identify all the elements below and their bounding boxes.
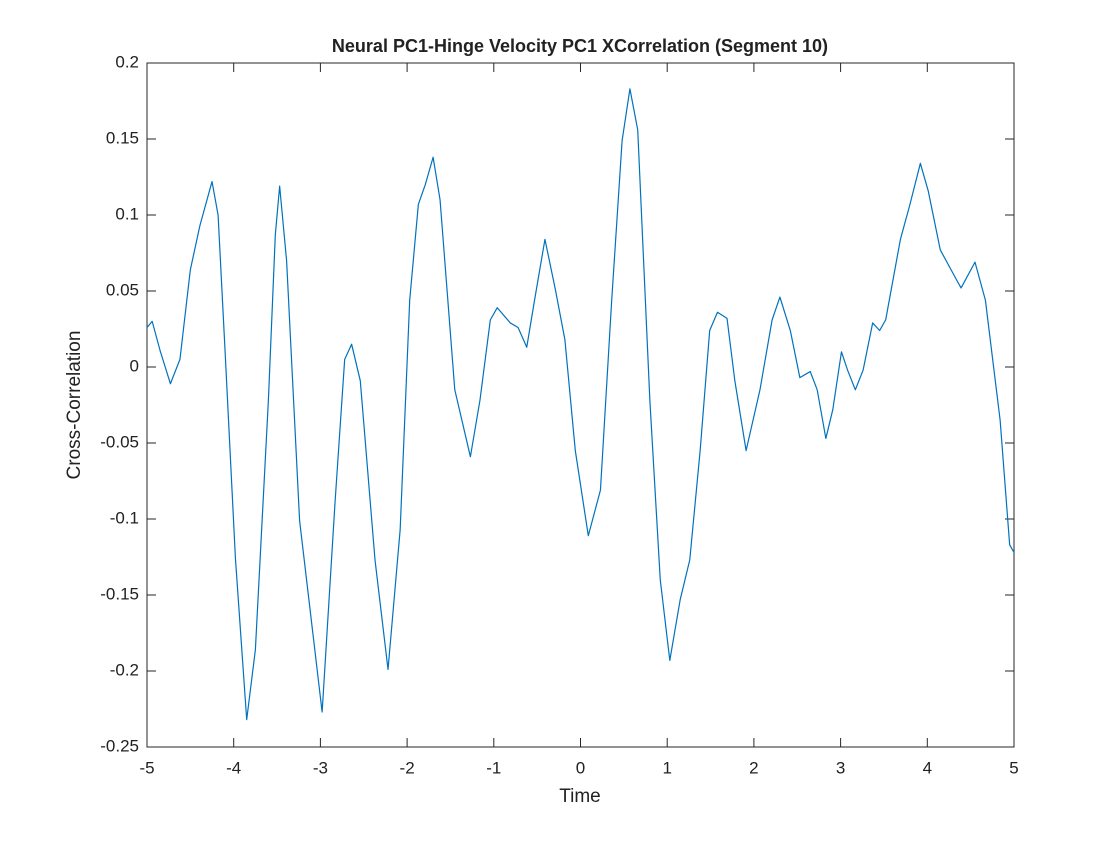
- y-tick-label: -0.15: [100, 584, 139, 603]
- x-tick-label: 5: [1009, 758, 1018, 777]
- x-tick-label: 4: [923, 758, 932, 777]
- y-tick-label: 0.05: [106, 280, 139, 299]
- x-axis-label: Time: [559, 786, 601, 807]
- y-tick-label: 0: [130, 356, 139, 375]
- x-tick-label: 2: [749, 758, 758, 777]
- y-tick-label: 0.1: [115, 204, 139, 223]
- x-tick-label: 1: [662, 758, 671, 777]
- x-tick-label: -3: [313, 758, 328, 777]
- y-axis-label: Cross-Correlation: [64, 331, 85, 480]
- x-tick-label: -2: [400, 758, 415, 777]
- x-tick-label: 0: [576, 758, 585, 777]
- x-tick-label: -1: [486, 758, 501, 777]
- y-tick-label: -0.1: [110, 508, 139, 527]
- x-tick-label: 3: [836, 758, 845, 777]
- data-line: [146, 88, 1015, 721]
- y-tick-label: -0.2: [110, 660, 139, 679]
- y-tick-label: -0.25: [100, 736, 139, 755]
- y-tick-label: 0.15: [106, 128, 139, 147]
- y-tick-label: -0.05: [100, 432, 139, 451]
- chart-title: Neural PC1-Hinge Velocity PC1 XCorrelati…: [332, 36, 828, 56]
- x-tick-label: -5: [139, 758, 154, 777]
- y-tick-label: 0.2: [115, 52, 139, 71]
- x-tick-label: -4: [226, 758, 241, 777]
